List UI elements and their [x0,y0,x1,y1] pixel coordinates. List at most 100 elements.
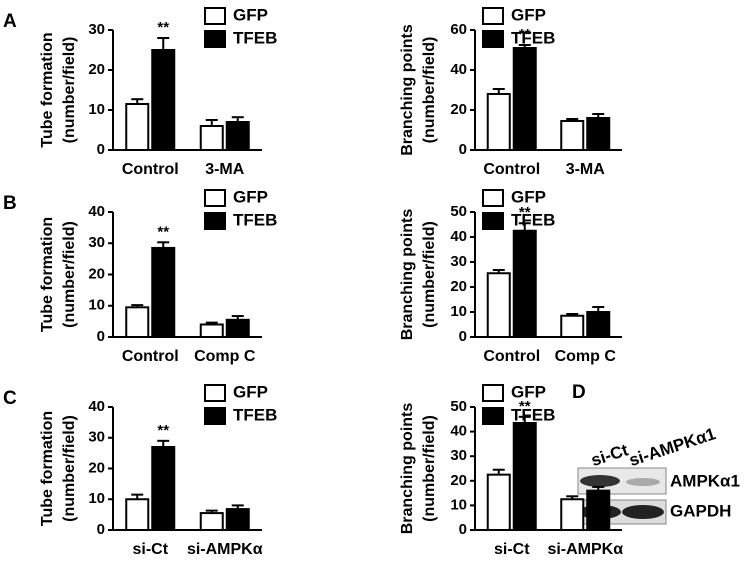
x-tick-label: 3-MA [205,161,245,178]
legend-swatch [204,189,226,207]
lane-label: si-Ct [589,440,631,470]
panel-letter: D [572,382,586,403]
x-tick-label: si-AMPKα [547,541,623,558]
y-tick-label: 50 [450,398,467,415]
bar [225,508,250,531]
y-tick-label: 60 [450,21,467,38]
bar [151,246,176,338]
legend-swatch [482,384,504,402]
y-tick-label: 0 [97,141,105,158]
legend-label: GFP [233,382,268,401]
y-tick-label: 10 [450,496,467,513]
y-tick-label: 10 [450,303,467,320]
y-tick-label: 30 [450,447,467,464]
y-tick-label: 20 [450,472,467,489]
legend-label: TFEB [233,405,277,424]
y-tick-label: 0 [459,328,467,345]
y-tick-label: 50 [450,203,467,220]
x-tick-label: si-Ct [132,541,168,558]
legend-label: GFP [511,187,546,206]
bar [512,229,537,338]
bar [199,512,224,532]
y-tick-label: 20 [450,278,467,295]
band [622,505,664,519]
y-axis-label: (number/field) [61,37,78,144]
significance: ** [519,26,531,43]
x-tick-label: Control [483,348,540,365]
y-tick-label: 40 [88,203,105,220]
row-label: GAPDH [670,501,731,520]
legend-label: TFEB [511,28,555,47]
legend-label: TFEB [233,28,277,47]
legend-swatch [482,189,504,207]
legend-swatch [482,407,504,425]
bar [512,47,537,151]
bar [125,306,150,338]
bar [199,323,224,338]
y-axis-label: Tube formation [39,32,56,147]
panel-letter: A [3,11,17,32]
bar [486,473,511,531]
legend-label: GFP [511,382,546,401]
legend-swatch [204,212,226,230]
legend-label: TFEB [233,210,277,229]
x-tick-label: si-Ct [494,541,530,558]
x-tick-label: Control [483,161,540,178]
legend-swatch [482,212,504,230]
y-tick-label: 0 [97,328,105,345]
bar [151,49,176,151]
y-axis-label: Tube formation [39,411,56,526]
y-tick-label: 30 [450,253,467,270]
y-tick-label: 20 [88,459,105,476]
y-tick-label: 10 [88,297,105,314]
y-axis-label: Branching points [399,24,416,156]
significance: ** [157,19,169,36]
x-tick-label: Comp C [194,348,256,365]
y-axis-label: (number/field) [421,221,438,328]
bar [586,117,611,151]
panel-letter: B [3,193,17,214]
y-tick-label: 20 [450,101,467,118]
y-axis-label: Tube formation [39,217,56,332]
y-tick-label: 40 [88,398,105,415]
y-tick-label: 0 [459,141,467,158]
bar [486,272,511,338]
y-tick-label: 10 [88,490,105,507]
bar [225,121,250,151]
legend-swatch [204,384,226,402]
x-tick-label: 3-MA [566,161,606,178]
bar [560,498,585,531]
y-axis-label: (number/field) [61,415,78,522]
bar [151,445,176,532]
y-tick-label: 0 [459,521,467,538]
y-tick-label: 30 [88,21,105,38]
legend-label: GFP [233,187,268,206]
y-axis-label: (number/field) [421,37,438,144]
y-axis-label: (number/field) [421,415,438,522]
bar [125,103,150,151]
band [626,478,660,486]
legend-swatch [204,30,226,48]
y-axis-label: Branching points [399,209,416,341]
y-tick-label: 40 [450,61,467,78]
lane-label: si-AMPKα1 [627,424,718,470]
y-tick-label: 30 [88,234,105,251]
panel-letter: C [3,388,17,409]
bar [560,120,585,151]
significance: ** [519,204,531,221]
significance: ** [519,398,531,415]
bar [560,314,585,338]
y-axis-label: (number/field) [61,221,78,328]
bar [512,421,537,531]
y-tick-label: 40 [450,228,467,245]
legend-swatch [482,30,504,48]
y-tick-label: 30 [88,429,105,446]
bar [586,311,611,338]
band [580,475,620,487]
y-tick-label: 10 [88,101,105,118]
legend-swatch [204,7,226,25]
legend-label: GFP [233,5,268,24]
y-tick-label: 0 [97,521,105,538]
y-tick-label: 20 [88,265,105,282]
